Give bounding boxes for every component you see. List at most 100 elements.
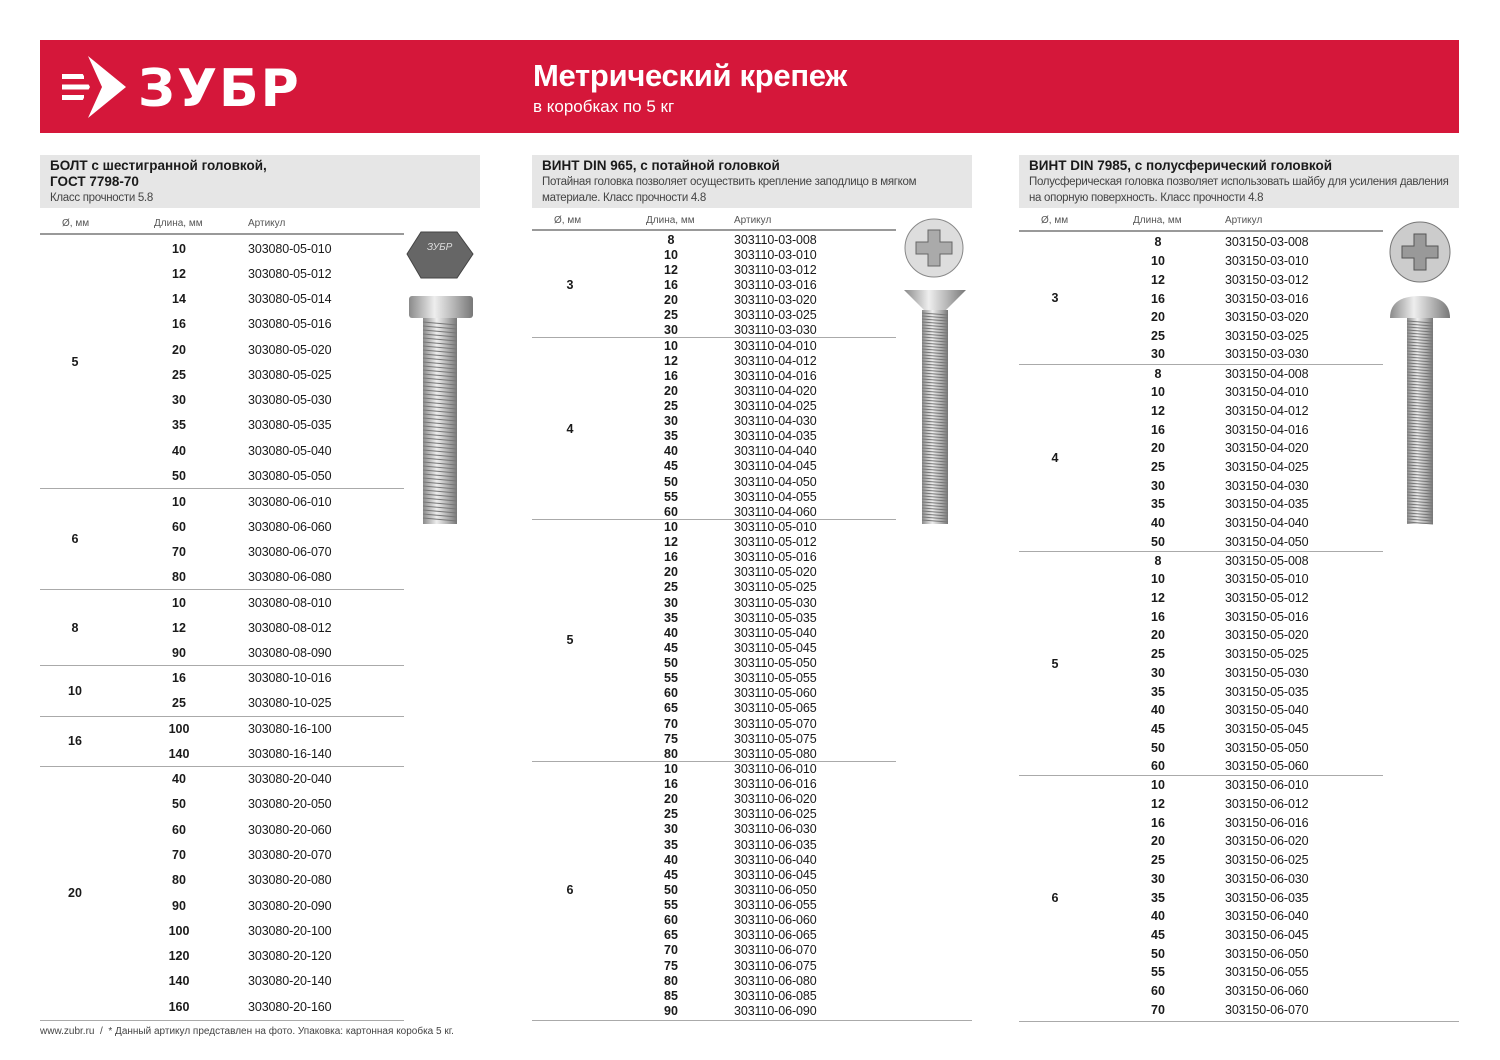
- article-cell: 303150-03-010: [1225, 254, 1309, 269]
- table-row: 25 303080-05-025: [40, 362, 404, 387]
- article-cell: 303110-05-045: [734, 640, 817, 655]
- table-row: 55 303110-06-055: [532, 898, 896, 913]
- length-cell: 65: [664, 701, 678, 716]
- length-cell: 30: [1151, 347, 1165, 362]
- length-cell: 16: [664, 277, 678, 292]
- table-row: 65 303110-06-065: [532, 928, 896, 943]
- length-cell: 45: [1151, 927, 1165, 942]
- article-cell: 303150-06-030: [1225, 871, 1309, 886]
- article-cell: 303080-20-060: [248, 822, 332, 837]
- table-row: 90 303110-06-090: [532, 1003, 896, 1018]
- table-row: 16 303150-04-016: [1019, 420, 1383, 439]
- column-header-length: Длина, мм: [1133, 215, 1182, 226]
- length-cell: 12: [172, 266, 186, 281]
- article-cell: 303150-05-020: [1225, 628, 1309, 643]
- length-cell: 160: [168, 999, 190, 1014]
- length-cell: 10: [608, 518, 734, 535]
- diameter-cell: 6: [532, 760, 608, 1019]
- article-cell: 303080-20-090: [248, 898, 332, 913]
- article-cell: 303110-05-012: [734, 535, 817, 550]
- length-cell: 20: [1151, 834, 1165, 849]
- length-cell: 90: [664, 1003, 678, 1018]
- length-cell: 30: [172, 393, 186, 408]
- length-cell: 60: [1151, 984, 1165, 999]
- article-cell: 303080-20-120: [248, 949, 332, 964]
- table-row: 45 303150-05-045: [1019, 720, 1383, 739]
- table-row: 70 303110-05-070: [532, 716, 896, 731]
- table-row: 50 303080-20-050: [40, 792, 404, 817]
- page-title: Метрический крепеж: [533, 58, 847, 93]
- article-cell: 303110-03-016: [734, 277, 817, 292]
- table-row: 10 303110-03-010: [532, 247, 896, 262]
- table-row: 50 303110-05-050: [532, 656, 896, 671]
- article-cell: 303080-10-016: [248, 665, 404, 691]
- table-row: 35 303110-04-035: [532, 429, 896, 444]
- footer-note: * Данный артикул представлен на фото. Уп…: [108, 1026, 454, 1037]
- article-cell: 303150-05-030: [1225, 665, 1309, 680]
- article-cell: 303150-05-040: [1225, 703, 1309, 718]
- diameter-cell: 16: [40, 715, 110, 767]
- table-row: 60 303150-05-060: [1019, 757, 1383, 776]
- article-cell: 303080-10-025: [248, 696, 332, 711]
- length-cell: 10: [608, 337, 734, 353]
- diameter-cell: 4: [532, 337, 608, 520]
- length-cell: 50: [1151, 534, 1165, 549]
- length-cell: 20: [1151, 441, 1165, 456]
- header-divider: [1019, 230, 1383, 232]
- length-cell: 85: [664, 988, 678, 1003]
- article-cell: 303150-03-008: [1225, 235, 1309, 250]
- article-cell: 303110-06-070: [734, 943, 817, 958]
- table-row: 25 303110-03-025: [532, 308, 896, 323]
- diameter-cell: 6: [40, 488, 110, 590]
- length-cell: 20: [664, 293, 678, 308]
- table-row: 8 10 303080-08-010: [40, 589, 404, 666]
- article-cell: 303080-16-140: [248, 746, 332, 761]
- length-cell: 60: [664, 913, 678, 928]
- table-row: 30 303110-04-030: [532, 414, 896, 429]
- length-cell: 8: [1091, 363, 1225, 383]
- section-description: Полусферическая головка позволяет исполь…: [1029, 176, 1449, 204]
- length-cell: 10: [664, 247, 678, 262]
- table-row: 90 303080-20-090: [40, 893, 404, 918]
- article-cell: 303150-05-012: [1225, 591, 1309, 606]
- article-cell: 303110-06-045: [734, 867, 817, 882]
- table-row: 16 303110-05-016: [532, 550, 896, 565]
- length-cell: 20: [1151, 628, 1165, 643]
- table-row: 20 303150-05-020: [1019, 626, 1383, 645]
- table-row: 80 303110-05-080: [532, 746, 896, 761]
- table-row: 70 303110-06-070: [532, 943, 896, 958]
- table-row: 25 303110-06-025: [532, 807, 896, 822]
- table-row: 60 303110-04-060: [532, 504, 896, 519]
- table-row: 4 10 303110-04-010: [532, 337, 896, 520]
- table-row: 35 303150-06-035: [1019, 888, 1383, 907]
- length-cell: 30: [664, 822, 678, 837]
- site-link[interactable]: www.zubr.ru: [40, 1026, 95, 1037]
- length-cell: 25: [1151, 853, 1165, 868]
- table-row: 55 303150-06-055: [1019, 963, 1383, 982]
- article-cell: 303080-20-160: [248, 999, 332, 1014]
- article-cell: 303110-04-050: [734, 474, 817, 489]
- length-cell: 16: [1151, 291, 1165, 306]
- article-cell: 303110-06-085: [734, 988, 817, 1003]
- table-row: 70 303150-06-070: [1019, 1000, 1383, 1019]
- article-cell: 303080-05-020: [248, 342, 332, 357]
- length-cell: 20: [664, 792, 678, 807]
- table-row: 35 303110-05-035: [532, 610, 896, 625]
- length-cell: 55: [664, 671, 678, 686]
- table-row: 75 303110-05-075: [532, 731, 896, 746]
- length-cell: 140: [168, 746, 190, 761]
- article-cell: 303150-06-050: [1225, 946, 1309, 961]
- length-cell: 35: [664, 837, 678, 852]
- table-row: 40 303150-04-040: [1019, 514, 1383, 533]
- header-divider: [40, 233, 404, 235]
- table-row: 25 303150-05-025: [1019, 645, 1383, 664]
- length-cell: 25: [172, 367, 186, 382]
- length-cell: 10: [1151, 385, 1165, 400]
- table-row: 12 303150-04-012: [1019, 401, 1383, 420]
- length-cell: 80: [664, 973, 678, 988]
- table-row: 5 10 303080-05-010: [40, 236, 404, 369]
- article-cell: 303150-04-025: [1225, 459, 1309, 474]
- length-cell: 50: [664, 474, 678, 489]
- length-cell: 100: [110, 715, 248, 742]
- article-cell: 303080-05-050: [248, 468, 332, 483]
